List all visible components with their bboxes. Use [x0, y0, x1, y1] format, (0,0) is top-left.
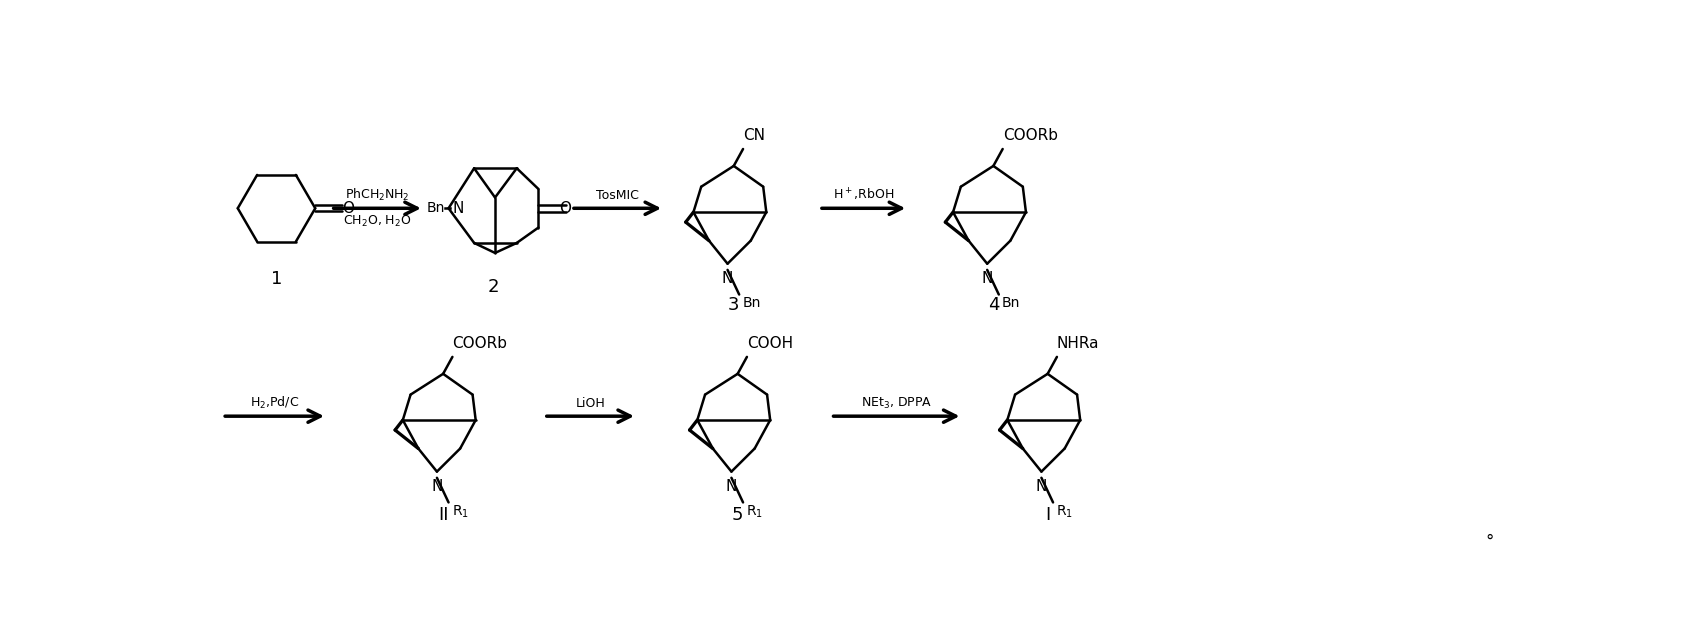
Text: 2: 2 [487, 278, 499, 296]
Text: Bn: Bn [426, 201, 445, 216]
Text: °: ° [1484, 533, 1493, 551]
Text: COOH: COOH [746, 336, 794, 351]
Text: NEt$_3$, DPPA: NEt$_3$, DPPA [861, 396, 932, 411]
Text: 3: 3 [728, 296, 740, 313]
Text: R$_1$: R$_1$ [1056, 504, 1073, 520]
Text: N: N [726, 479, 736, 494]
Text: O: O [342, 201, 354, 216]
Text: N: N [431, 479, 443, 494]
Text: O: O [559, 201, 571, 216]
Text: Bn: Bn [1003, 296, 1021, 310]
Text: N: N [721, 271, 733, 286]
Text: N: N [981, 271, 992, 286]
Text: 4: 4 [987, 296, 999, 313]
Text: 5: 5 [731, 506, 743, 524]
Text: TosMIC: TosMIC [596, 189, 639, 202]
Text: CH$_2$O, H$_2$O: CH$_2$O, H$_2$O [344, 214, 411, 229]
Text: II: II [438, 506, 448, 524]
Text: H$_2$,Pd/C: H$_2$,Pd/C [249, 395, 300, 411]
Text: H$^+$,RbOH: H$^+$,RbOH [832, 187, 895, 204]
Text: N: N [1036, 479, 1046, 494]
Text: CN: CN [743, 128, 765, 143]
Text: R$_1$: R$_1$ [746, 504, 763, 520]
Text: LiOH: LiOH [576, 397, 605, 410]
Text: PhCH$_2$NH$_2$: PhCH$_2$NH$_2$ [345, 187, 409, 204]
Text: I: I [1045, 506, 1050, 524]
Text: COORb: COORb [453, 336, 507, 351]
Text: NHRa: NHRa [1056, 336, 1099, 351]
Text: Bn: Bn [743, 296, 760, 310]
Text: COORb: COORb [1003, 128, 1058, 143]
Text: N: N [452, 201, 463, 216]
Text: R$_1$: R$_1$ [452, 504, 468, 520]
Text: 1: 1 [271, 270, 281, 288]
